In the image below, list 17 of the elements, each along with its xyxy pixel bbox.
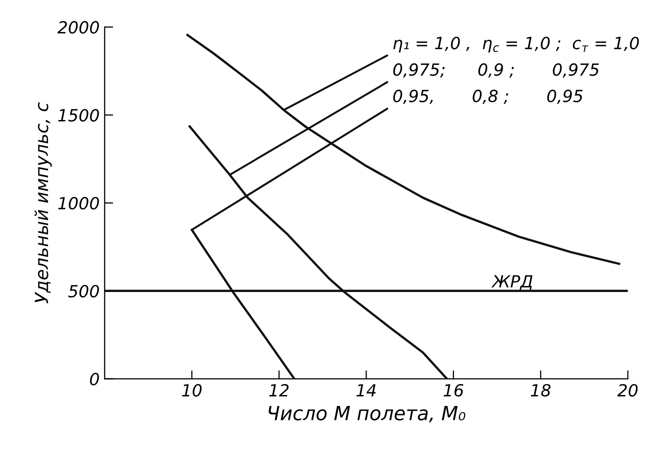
y-tick-label: 1500 [58, 108, 99, 122]
y-tick-label: 2000 [57, 21, 99, 34]
annotation: 0,975; 0,9 ; 0,975 [393, 63, 599, 78]
x-tick-label: 10 [182, 384, 202, 397]
y-axis-title: Удельный импульс, с [34, 102, 52, 304]
x-tick-label: 12 [269, 384, 289, 396]
ref-line-label: ЖРД [491, 275, 532, 290]
annotation: 0,95, 0,8 ; 0,95 [393, 90, 583, 104]
x-axis-title: Число М полета, M₀ [268, 406, 466, 422]
y-tick-label: 500 [68, 284, 99, 298]
x-tick-label: 18 [530, 384, 551, 397]
x-tick-label: 20 [617, 384, 638, 397]
y-tick-label: 1000 [58, 196, 99, 210]
x-tick-label: 14 [356, 384, 376, 396]
y-tick-label: 0 [90, 372, 99, 386]
annotation: η₁ = 1,0 , η$_{c}$ = 1,0 ; c$_{т}$ = 1,0 [393, 36, 639, 53]
x-tick-label: 16 [444, 384, 464, 397]
